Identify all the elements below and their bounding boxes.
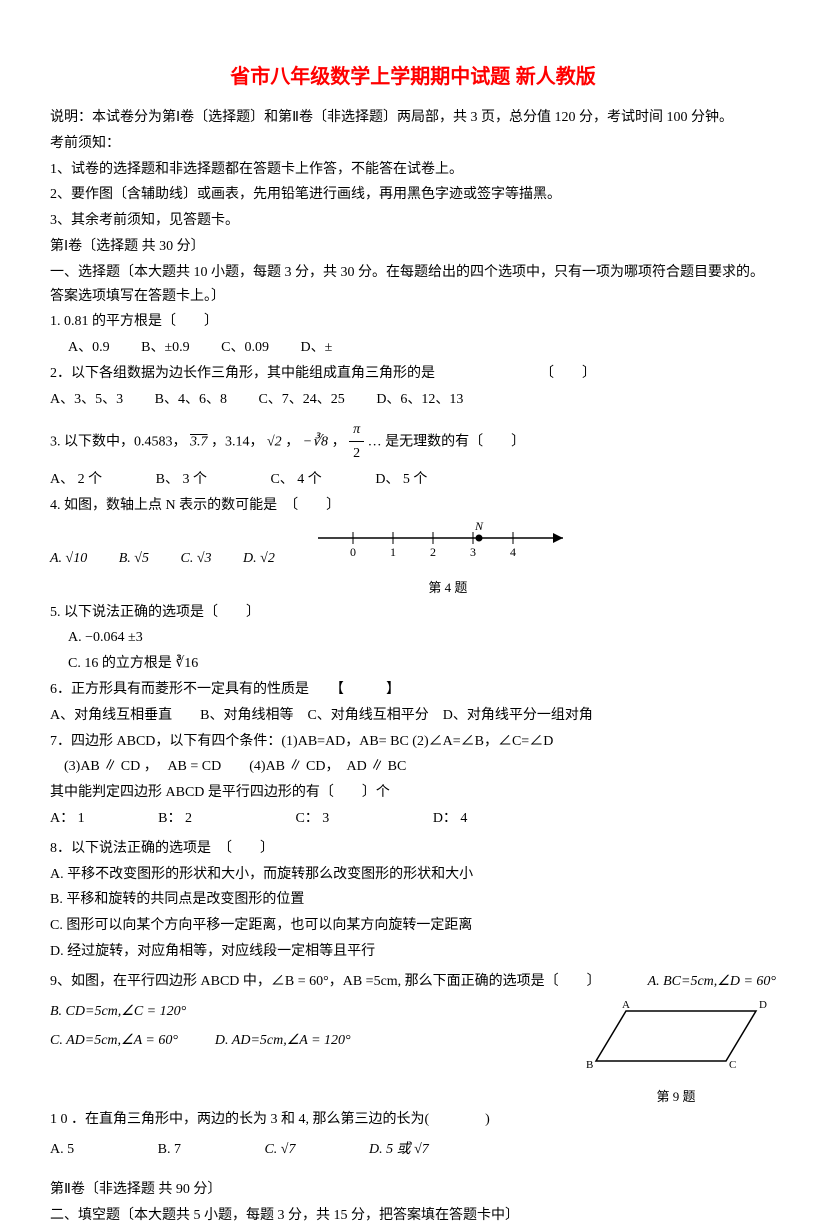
q8-opt-b: B. 平移和旋转的共同点是改变图形的位置: [50, 888, 776, 912]
q9-opt-d: D. AD=5cm,∠A = 120°: [215, 1033, 351, 1048]
tick-2: 2: [430, 545, 436, 559]
q3-opt-a: A、 2 个: [50, 468, 102, 492]
q6-text: 6．正方形具有而菱形不一定具有的性质是 【 】: [50, 678, 776, 702]
label-a: A: [622, 999, 630, 1011]
intro-desc: 说明：本试卷分为第Ⅰ卷〔选择题〕和第Ⅱ卷〔非选择题〕两局部，共 3 页，总分值 …: [50, 106, 776, 130]
q3-text-c: ，: [285, 434, 299, 449]
tick-0: 0: [350, 545, 356, 559]
q3-opt-c: C、 4 个: [270, 468, 321, 492]
q8-opt-a: A. 平移不改变图形的形状和大小，而旋转那么改变图形的形状和大小: [50, 863, 776, 887]
point-n: [475, 534, 482, 541]
tick-3: 3: [470, 545, 476, 559]
q7-opt-c: C： 3: [295, 807, 329, 831]
q3-text-a: 3. 以下数中，0.4583，: [50, 434, 187, 449]
q2-text: 2．以下各组数据为边长作三角形，其中能组成直角三角形的是 〔 〕: [50, 362, 776, 386]
q7-options: A： 1 B： 2 C： 3 D： 4: [50, 807, 776, 831]
q1-options: A、0.9 B、±0.9 C、0.09 D、±: [50, 336, 776, 360]
q4-opt-a: A. √10: [50, 547, 87, 571]
intro-n1: 1、试卷的选择题和非选择题都在答题卡上作答，不能答在试卷上。: [50, 158, 776, 182]
q3-v1: 3.7: [190, 434, 208, 449]
section1-head: 第Ⅰ卷〔选择题 共 30 分〕: [50, 235, 776, 259]
q4-text: 4. 如图，数轴上点 N 表示的数可能是 〔 〕: [50, 494, 776, 518]
q10-opt-d: D. 5 或 √7: [369, 1138, 429, 1162]
section2-sub: 二、填空题〔本大题共 5 小题，每题 3 分，共 15 分，把答案填在答题卡中〕: [50, 1204, 776, 1228]
q2-opt-c: C、7、24、25: [258, 388, 344, 412]
q10-opt-a: A. 5: [50, 1138, 74, 1162]
q3-fraction: π 2: [349, 418, 364, 467]
q9-text: 9、如图，在平行四边形 ABCD 中，∠B = 60°，AB =5cm, 那么下…: [50, 970, 601, 994]
q10-text: 1 0 ．在直角三角形中，两边的长为 3 和 4, 那么第三边的长为( ): [50, 1108, 776, 1132]
q4-numberline: 0 1 2 3 4 N 第 4 题: [313, 520, 583, 599]
q7-l2: (3)AB ∥ CD ， AB = CD (4)AB ∥ CD， AD ∥ BC: [50, 755, 776, 779]
q1-opt-c: C、0.09: [221, 336, 269, 360]
q2-opt-d: D、6、12、13: [376, 388, 463, 412]
q1-opt-a: A、0.9: [68, 336, 110, 360]
q10-options: A. 5 B. 7 C. √7 D. 5 或 √7: [50, 1138, 776, 1162]
q7-l3: 其中能判定四边形 ABCD 是平行四边形的有〔 〕个: [50, 781, 776, 805]
q2-options: A、3、5、3 B、4、6、8 C、7、24、25 D、6、12、13: [50, 388, 776, 412]
q7-l1: 7．四边形 ABCD，以下有四个条件：(1)AB=AD，AB= BC (2)∠A…: [50, 730, 776, 754]
q6-options: A、对角线互相垂直 B、对角线相等 C、对角线互相平分 D、对角线平分一组对角: [50, 704, 776, 728]
label-b: B: [586, 1059, 593, 1071]
intro-pre: 考前须知：: [50, 132, 776, 156]
parallelogram-svg: A D B C: [576, 996, 776, 1076]
q9-cd-line: C. AD=5cm,∠A = 60° D. AD=5cm,∠A = 120°: [50, 1029, 536, 1053]
q9-figure: A D B C 第 9 题: [576, 996, 776, 1109]
tick-4: 4: [510, 545, 516, 559]
q10-opt-c: C. √7: [264, 1138, 295, 1162]
q9-line1: 9、如图，在平行四边形 ABCD 中，∠B = 60°，AB =5cm, 那么下…: [50, 970, 776, 994]
q3-opt-d: D、 5 个: [375, 468, 427, 492]
q7-opt-b: B： 2: [158, 807, 192, 831]
intro-n2: 2、要作图〔含辅助线〕或画表，先用铅笔进行画线，再用黑色字迹或签字等描黑。: [50, 183, 776, 207]
q1-opt-d: D、±: [301, 336, 333, 360]
q8-opt-c: C. 图形可以向某个方向平移一定距离，也可以向某方向旋转一定距离: [50, 914, 776, 938]
section2-head: 第Ⅱ卷〔非选择题 共 90 分〕: [50, 1178, 776, 1202]
q8-opt-d: D. 经过旋转，对应角相等，对应线段一定相等且平行: [50, 940, 776, 964]
q1-text: 1. 0.81 的平方根是〔 〕: [50, 310, 776, 334]
n-label: N: [474, 520, 484, 533]
q2-opt-a: A、3、5、3: [50, 388, 123, 412]
q3-text-d: ，: [332, 434, 346, 449]
q5-text: 5. 以下说法正确的选项是〔 〕: [50, 601, 776, 625]
q4-caption: 第 4 题: [313, 577, 583, 599]
q9-opt-c: C. AD=5cm,∠A = 60°: [50, 1033, 178, 1048]
q3-frac-num: π: [349, 418, 364, 443]
q9-opt-b: B. CD=5cm,∠C = 120°: [50, 1000, 536, 1024]
q3-frac-den: 2: [349, 442, 364, 466]
q3-text-b: ，3.14，: [211, 434, 264, 449]
q3-options: A、 2 个 B、 3 个 C、 4 个 D、 5 个: [50, 468, 776, 492]
tick-1: 1: [390, 545, 396, 559]
q1-opt-b: B、±0.9: [141, 336, 190, 360]
q5-opt-c: C. 16 的立方根是 ∛16: [50, 652, 776, 676]
q5-opt-a: A. −0.064 ±3: [50, 626, 776, 650]
q8-text: 8．以下说法正确的选项是 〔 〕: [50, 837, 776, 861]
q9-caption: 第 9 题: [576, 1086, 776, 1108]
q3-v3: −∛8: [303, 434, 328, 449]
q3-text: 3. 以下数中，0.4583， 3.7 ，3.14， √2 ， −∛8 ， π …: [50, 418, 776, 467]
q7-opt-a: A： 1: [50, 807, 85, 831]
q9-opt-a-end: A. BC=5cm,∠D = 60°: [648, 970, 776, 994]
q3-opt-b: B、 3 个: [156, 468, 207, 492]
numberline-svg: 0 1 2 3 4 N: [313, 520, 583, 566]
q3-v2: √2: [267, 434, 282, 449]
q4-line: A. √10 B. √5 C. √3 D. √2 0 1 2 3 4 N 第 4…: [50, 520, 776, 599]
q4-opt-b: B. √5: [119, 547, 149, 571]
label-c: C: [729, 1059, 736, 1071]
q7-opt-d: D： 4: [433, 807, 468, 831]
q10-opt-b: B. 7: [158, 1138, 181, 1162]
q3-text-e: … 是无理数的有〔 〕: [368, 434, 526, 449]
label-d: D: [759, 999, 767, 1011]
q4-opt-c: C. √3: [181, 547, 212, 571]
q2-opt-b: B、4、6、8: [155, 388, 227, 412]
page-title: 省市八年级数学上学期期中试题 新人教版: [50, 60, 776, 94]
q4-opt-d: D. √2: [243, 547, 275, 571]
section1-sub: 一、选择题〔本大题共 10 小题，每题 3 分，共 30 分。在每题给出的四个选…: [50, 261, 776, 309]
intro-n3: 3、其余考前须知，见答题卡。: [50, 209, 776, 233]
